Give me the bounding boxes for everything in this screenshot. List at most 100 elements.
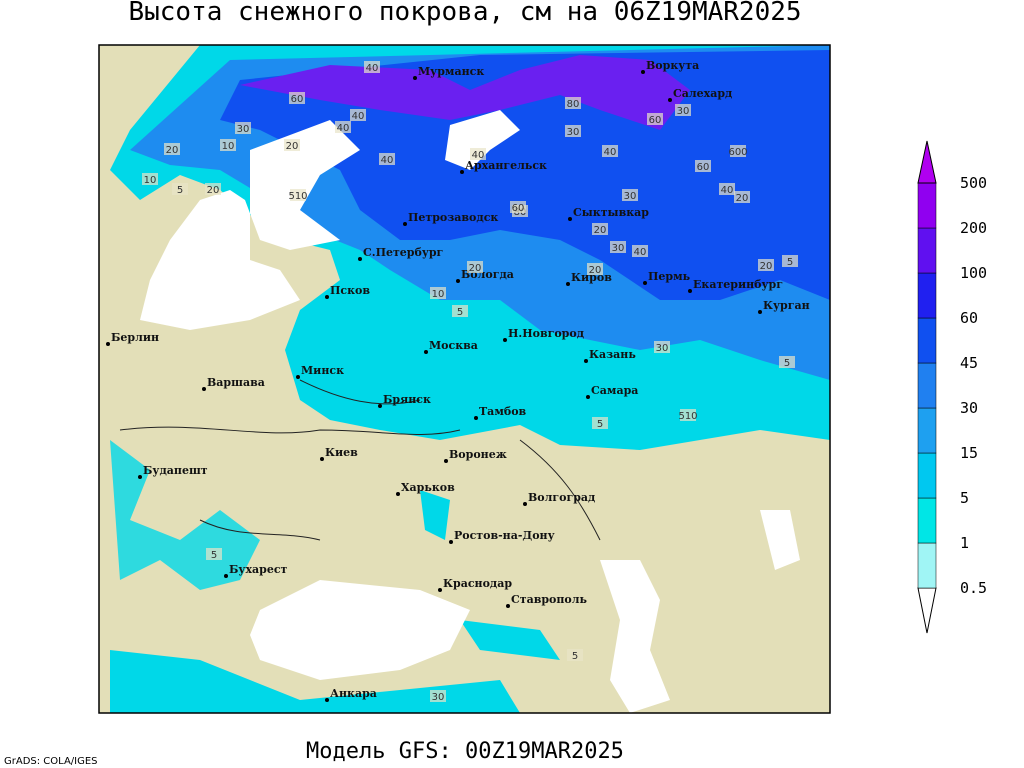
- contour-label: 40: [381, 155, 394, 166]
- contour-label-box: [510, 201, 526, 213]
- sea-white: [445, 110, 520, 170]
- contour-label: 10: [222, 141, 235, 152]
- city-label: Бухарест: [229, 563, 288, 576]
- sea-baltic: [140, 120, 360, 330]
- contour-label: 30: [567, 127, 580, 138]
- contour-label: 20: [469, 263, 482, 274]
- map-frame: [98, 44, 831, 714]
- city-label: Краснодар: [443, 577, 512, 590]
- snow-max: [240, 55, 690, 130]
- city-dot: [668, 98, 672, 102]
- contour-label-box: [235, 122, 251, 134]
- city-dot: [296, 375, 300, 379]
- contour-label-box: [470, 148, 486, 160]
- city-label: Екатеринбург: [693, 278, 783, 291]
- city-dot: [403, 222, 407, 226]
- city-dot: [688, 289, 692, 293]
- city-dot: [584, 359, 588, 363]
- contour-label-box: [734, 191, 750, 203]
- city-dot: [568, 217, 572, 221]
- city-label: Минск: [301, 364, 344, 377]
- contour-label-box: [350, 109, 366, 121]
- contour-label-box: [284, 139, 300, 151]
- contour-label: 510: [288, 191, 307, 202]
- legend-swatch: [917, 182, 937, 229]
- contour-label: 40: [721, 185, 734, 196]
- city-label: Ставрополь: [511, 593, 588, 606]
- contour-label-box: [430, 287, 446, 299]
- city-dot: [424, 350, 428, 354]
- contour-label-box: [430, 690, 446, 702]
- contour-label-box: [567, 649, 583, 661]
- credit: GrADS: COLA/IGES: [4, 756, 98, 767]
- contour-label-box: [647, 113, 663, 125]
- city-label: Будапешт: [143, 464, 208, 477]
- contour-label: 20: [736, 193, 749, 204]
- contour-label-box: [779, 356, 795, 368]
- city-dot: [523, 502, 527, 506]
- contour-label-box: [565, 97, 581, 109]
- contour-label-box: [730, 145, 746, 157]
- city-dot: [325, 295, 329, 299]
- contour-label: 20: [286, 141, 299, 152]
- city-dot: [474, 416, 478, 420]
- contour-label: 60: [649, 115, 662, 126]
- contour-label: 5: [784, 358, 790, 369]
- legend-tip: [917, 140, 937, 184]
- contour-label-box: [782, 255, 798, 267]
- city-label: Казань: [589, 348, 636, 361]
- snow-patch: [110, 440, 260, 590]
- contour-label-box: [680, 409, 696, 421]
- city-dot: [460, 170, 464, 174]
- city-label: С.Петербург: [363, 246, 444, 259]
- contour-label: 40: [604, 147, 617, 158]
- contour-label: 60: [697, 162, 710, 173]
- city-label: Курган: [763, 299, 810, 312]
- contour-label: 30: [656, 343, 669, 354]
- contour-label-box: [622, 189, 638, 201]
- city-label: Киев: [325, 446, 358, 459]
- border: [119, 379, 601, 541]
- contour-label: 10: [144, 175, 157, 186]
- contour-label-box: [220, 139, 236, 151]
- contour-label-box: [565, 125, 581, 137]
- city-label: Н.Новгород: [508, 327, 584, 340]
- contour-label-box: [290, 189, 306, 201]
- city-label: Псков: [330, 284, 370, 297]
- city-dot: [438, 588, 442, 592]
- contour-label-box: [610, 241, 626, 253]
- contour-label-box: [654, 341, 670, 353]
- contour-label-box: [206, 548, 222, 560]
- city-dot: [106, 342, 110, 346]
- contour-label: 5: [597, 419, 603, 430]
- city-label: Воркута: [646, 59, 699, 72]
- city-dot: [358, 257, 362, 261]
- legend-swatch: [917, 317, 937, 364]
- city-dot: [396, 492, 400, 496]
- legend-label: 500: [960, 174, 987, 192]
- legend-swatch: [917, 227, 937, 274]
- contour-label: 510: [678, 411, 697, 422]
- contour-label-box: [289, 92, 305, 104]
- city-label: Архангельск: [465, 159, 547, 172]
- legend-swatch: [917, 272, 937, 319]
- city-dot: [586, 395, 590, 399]
- contour-label-box: [379, 153, 395, 165]
- contour-label-box: [719, 183, 735, 195]
- contour-label-box: [602, 145, 618, 157]
- legend-label: 200: [960, 219, 987, 237]
- contour-label-box: [758, 259, 774, 271]
- city-label: Москва: [429, 339, 478, 352]
- contour-label-box: [632, 245, 648, 257]
- contour-label-box: [592, 223, 608, 235]
- contour-label-box: [164, 143, 180, 155]
- legend-label: 100: [960, 264, 987, 282]
- legend-swatch: [917, 542, 937, 589]
- city-dot: [325, 698, 329, 702]
- contour-label: 40: [337, 123, 350, 134]
- city-label: Мурманск: [418, 65, 484, 78]
- legend-label: 1: [960, 534, 969, 552]
- model-footer: Модель GFS: 00Z19MAR2025: [306, 739, 624, 764]
